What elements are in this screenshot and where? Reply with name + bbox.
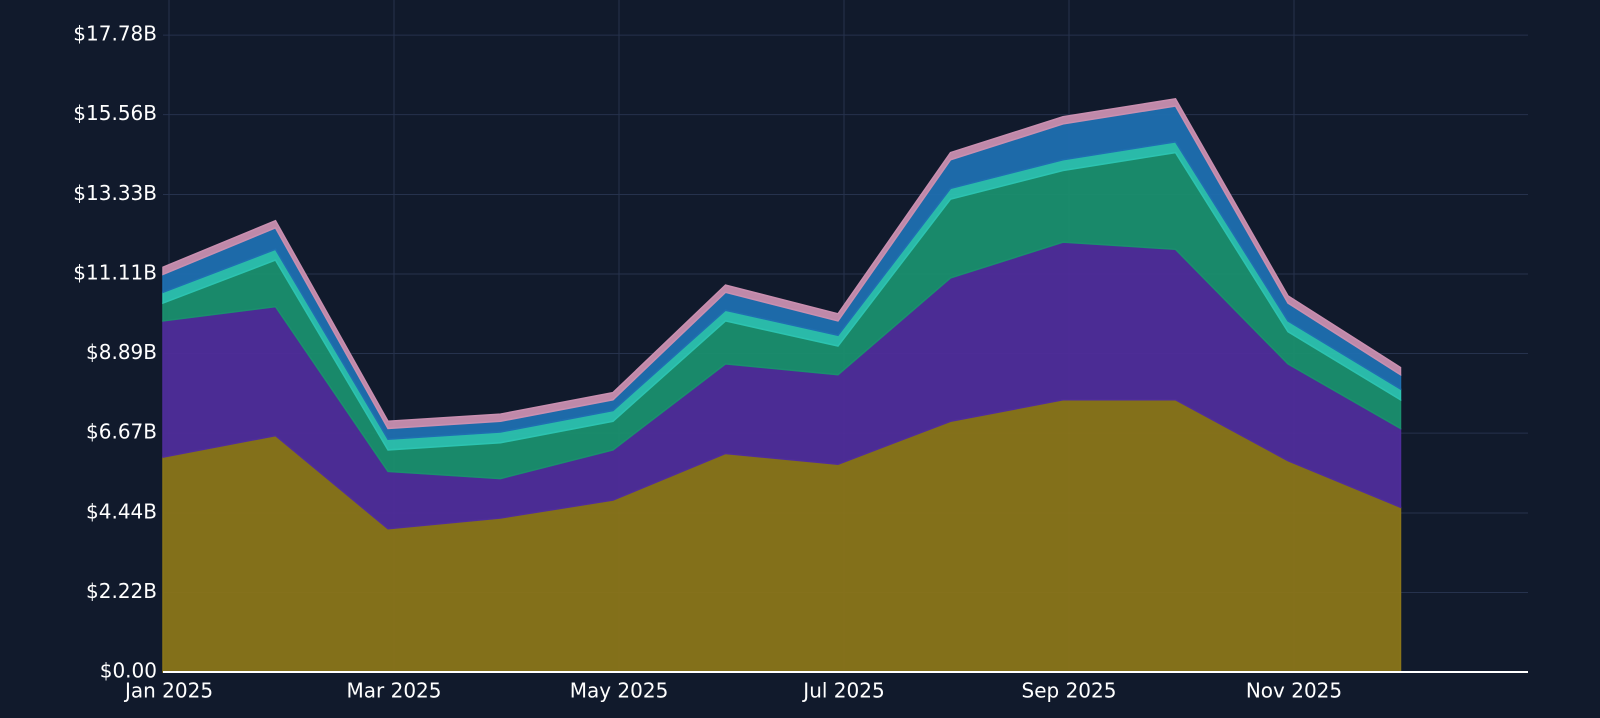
y-tick-label: $6.67B [86, 420, 157, 444]
y-tick-label: $17.78B [73, 22, 157, 46]
y-tick-label: $11.11B [73, 261, 157, 285]
y-tick-label: $2.22B [86, 579, 157, 603]
y-tick-label: $15.56B [73, 101, 157, 125]
x-tick-label: Sep 2025 [1022, 679, 1117, 703]
x-tick-label: Jul 2025 [801, 679, 884, 703]
y-tick-label: $13.33B [73, 181, 157, 205]
x-tick-label: Jan 2025 [123, 679, 213, 703]
y-tick-label: $8.89B [86, 340, 157, 364]
x-tick-label: Nov 2025 [1246, 679, 1342, 703]
y-tick-label: $4.44B [86, 499, 157, 523]
x-tick-label: May 2025 [570, 679, 669, 703]
y-tick-label: $0.00 [100, 659, 157, 683]
area [162, 98, 1402, 430]
x-tick-label: Mar 2025 [347, 679, 442, 703]
